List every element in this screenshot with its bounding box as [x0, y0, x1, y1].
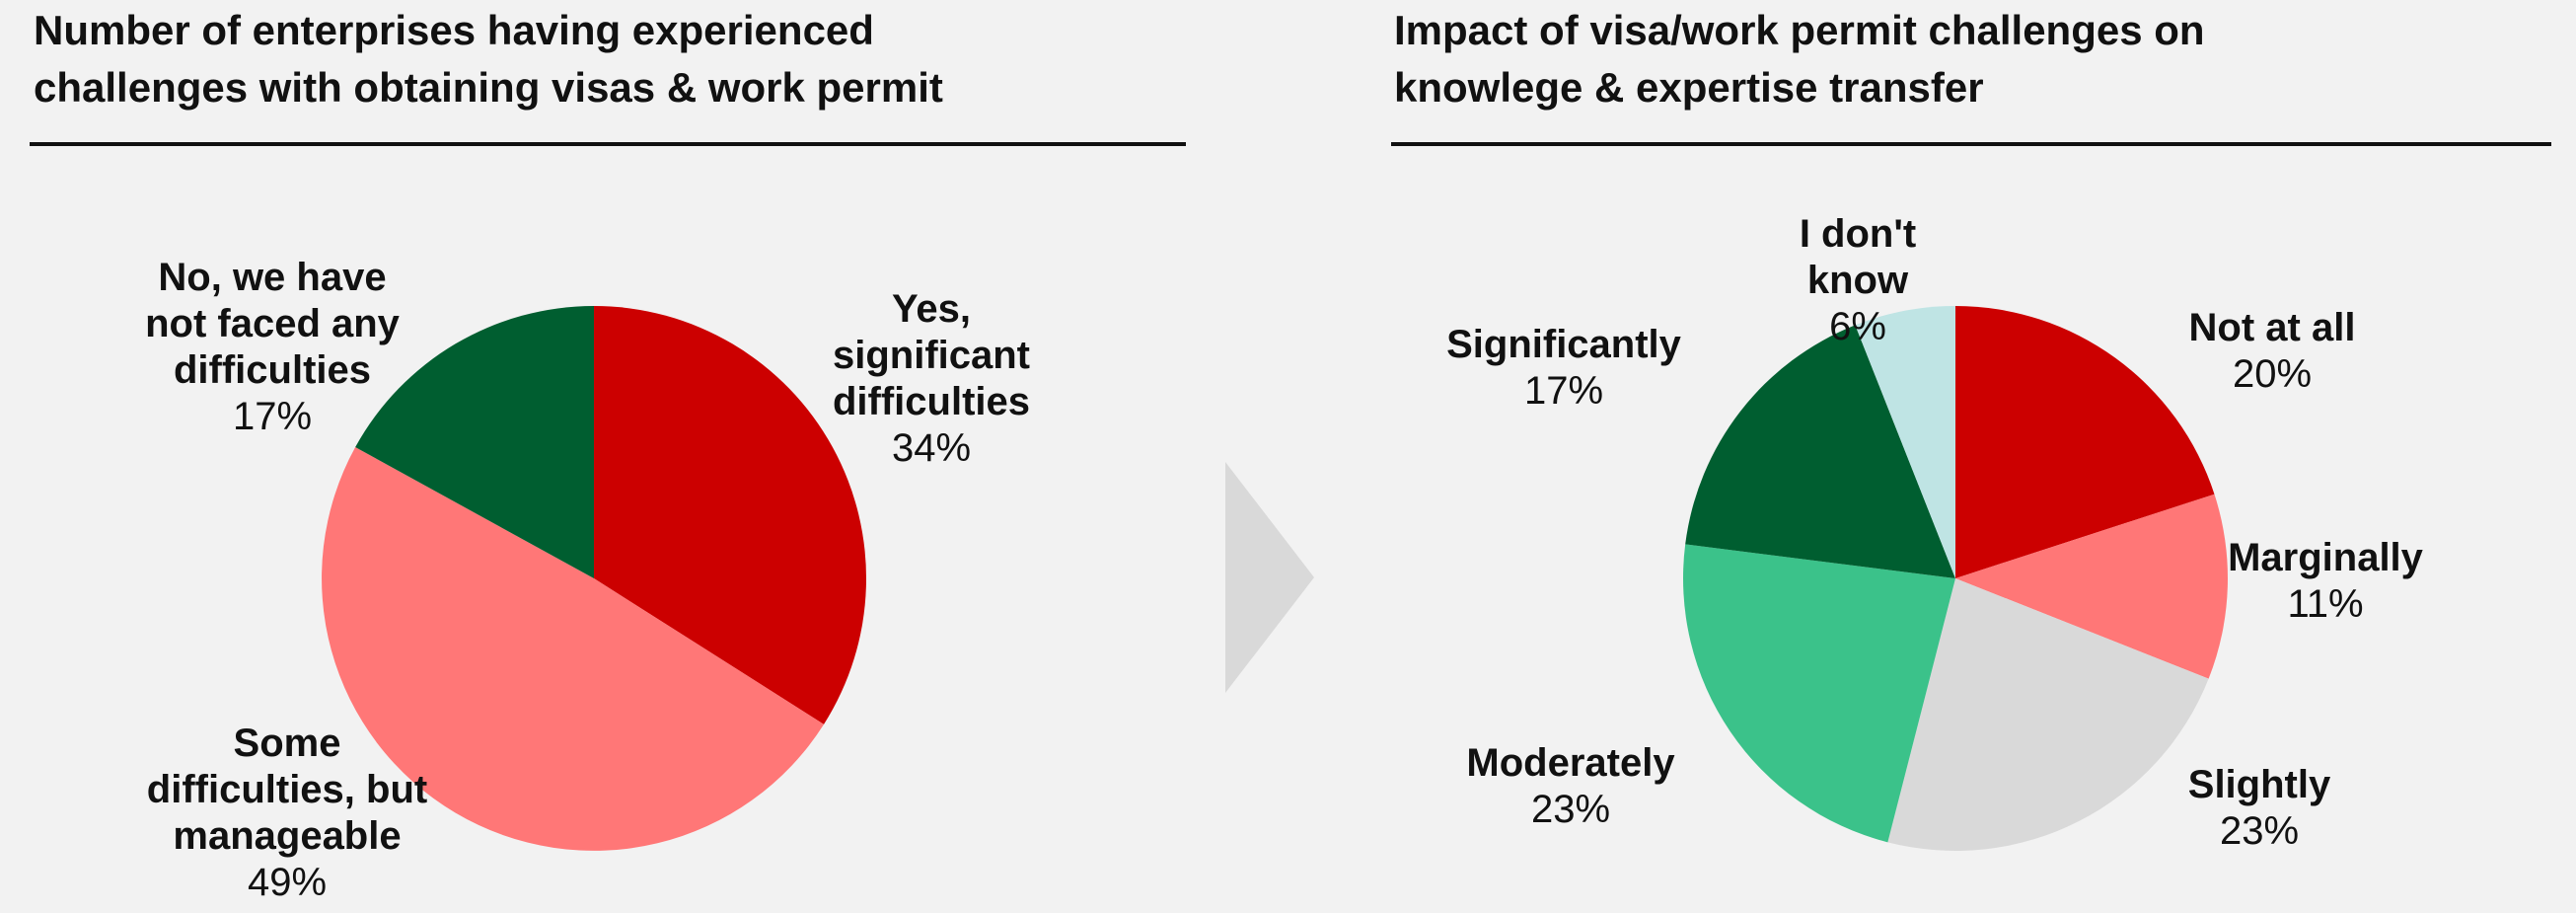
pie-left-label-line: significant [833, 334, 1030, 377]
pie-right-slice-not-at-all [1955, 306, 2215, 578]
flow-arrow-icon [1225, 462, 1314, 693]
pie-right-value-label: 23% [1531, 788, 1610, 831]
pie-right-label-moderately: Moderately 23% [1466, 741, 1675, 831]
pie-right-value-label: 20% [2233, 352, 2312, 396]
pie-right-label-not-at-all: Not at all 20% [2189, 306, 2356, 396]
pie-chart-right: Not at all 20%Marginally 11%Slightly 23%Mod… [1446, 212, 2424, 853]
pie-right-value-label: 17% [1524, 369, 1603, 413]
pie-left-label-line: difficulties, but [147, 768, 427, 811]
pie-right-label-line: I don't [1800, 212, 1916, 256]
pie-left-slice-no-we-have-not-faced-any-difficulties [355, 306, 594, 578]
pie-left-slice-yes-significant-difficulties [594, 306, 866, 724]
pie-left-label-yes-significant-difficulties: Yes, significant difficulties 34% [833, 287, 1030, 470]
pie-right-label-line: Moderately [1466, 741, 1675, 785]
pie-left-label-line: No, we have [158, 256, 386, 299]
pie-right-label-i-don-t-know: I don't know 6% [1800, 212, 1916, 348]
pie-left-slice-some-difficulties-but-manageable [322, 447, 825, 851]
pie-right-label-significantly: Significantly 17% [1446, 323, 1682, 413]
pie-left-label-some-difficulties-but-manageable: Some difficulties, but manageable 49% [147, 722, 427, 904]
pie-left-value-label: 17% [233, 395, 312, 438]
pie-left-label-line: Yes, [892, 287, 971, 331]
pie-right-label-line: Significantly [1446, 323, 1682, 366]
pie-right-slice-significantly [1685, 325, 1955, 578]
pie-right-label-line: know [1807, 259, 1909, 302]
pie-right-label-marginally: Marginally 11% [2228, 536, 2424, 626]
right-chart-title: Impact of visa/work permit challenges on… [1394, 7, 2205, 111]
pie-right-slice-slightly [1887, 578, 2209, 852]
left-title-rule [30, 142, 1186, 146]
pie-right-value-label: 6% [1829, 305, 1886, 348]
left-chart-title: Number of enterprises having experienced… [34, 7, 943, 111]
pie-right-label-line: Slightly [2188, 763, 2331, 806]
pie-right-slice-moderately [1683, 544, 1955, 843]
pie-right-value-label: 23% [2220, 809, 2299, 853]
pie-left-value-label: 49% [248, 861, 327, 904]
pie-left-label-no-we-have-not-faced-any-difficulties: No, we have not faced any difficulties 17% [145, 256, 401, 438]
pie-left-value-label: 34% [892, 426, 971, 470]
pie-right-label-line: Not at all [2189, 306, 2356, 349]
pie-left-label-line: difficulties [833, 380, 1030, 423]
pie-right-value-label: 11% [2287, 582, 2363, 626]
pie-left-label-line: manageable [173, 814, 401, 858]
pie-right-slice-i-don-t-know [1855, 306, 1955, 578]
pie-right-label-line: Marginally [2228, 536, 2424, 579]
pie-right-slice-marginally [1955, 494, 2228, 679]
pie-left-label-line: Some [234, 722, 341, 765]
pie-chart-left: Yes, significant difficulties 34%Some diffic… [145, 256, 1030, 904]
right-title-rule [1391, 142, 2551, 146]
pie-left-label-line: difficulties [174, 348, 371, 392]
pie-left-label-line: not faced any [145, 302, 401, 345]
pie-right-label-slightly: Slightly 23% [2188, 763, 2331, 853]
